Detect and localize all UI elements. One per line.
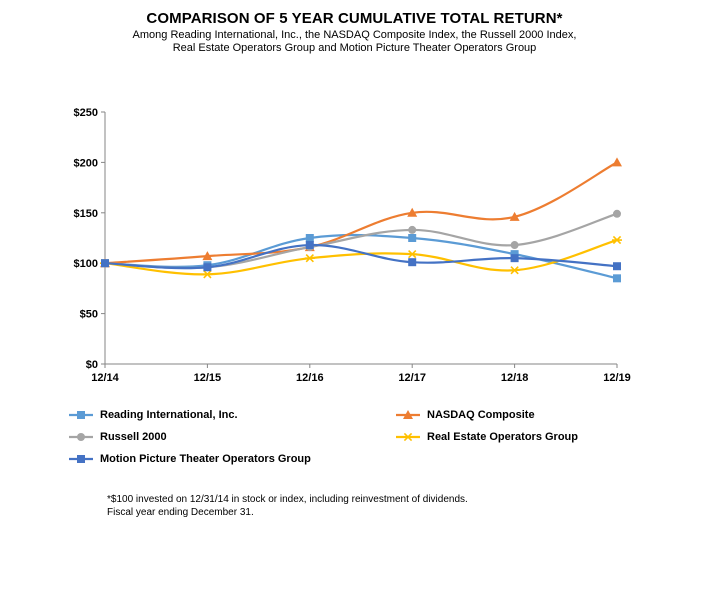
y-tick-label: $250 xyxy=(74,107,98,119)
series-2 xyxy=(101,209,621,272)
legend-swatch-motion-picture-icon xyxy=(69,455,93,463)
legend-label-nasdaq: NASDAQ Composite xyxy=(427,409,535,421)
x-tick-label: 12/19 xyxy=(603,372,631,384)
legend-item-reading: Reading International, Inc. xyxy=(68,409,238,421)
data-point-12-19 xyxy=(613,274,621,283)
x-tick-label: 12/15 xyxy=(194,372,222,384)
data-point-12-17 xyxy=(408,234,417,242)
legend-swatch-russell-icon xyxy=(69,433,93,441)
legend-item-real-estate: Real Estate Operators Group xyxy=(395,431,578,443)
legend-item-nasdaq: NASDAQ Composite xyxy=(395,409,535,421)
data-point-12-15 xyxy=(202,251,213,261)
chart-title: COMPARISON OF 5 YEAR CUMULATIVE TOTAL RE… xyxy=(146,10,563,27)
footnote-fiscal-year: Fiscal year ending December 31. xyxy=(107,507,254,518)
legend-item-motion-picture: Motion Picture Theater Operators Group xyxy=(68,453,311,465)
legend-item-russell: Russell 2000 xyxy=(68,431,167,443)
data-point-12-19 xyxy=(612,157,622,167)
chart-subtitle-line-1: Among Reading International, Inc., the N… xyxy=(132,29,577,41)
y-tick-label: $0 xyxy=(86,359,98,371)
data-point-12-16 xyxy=(305,234,314,242)
data-point-12-18 xyxy=(510,254,519,263)
footnote-investment: *$100 invested on 12/31/14 in stock or i… xyxy=(107,494,468,505)
data-point-12-17 xyxy=(408,258,417,267)
data-point-12-19 xyxy=(612,235,622,245)
series-4 xyxy=(101,241,621,272)
series-1 xyxy=(100,157,622,268)
legend-marker xyxy=(77,411,85,419)
chart-subtitle-line-2: Real Estate Operators Group and Motion P… xyxy=(172,42,537,54)
data-point-12-19 xyxy=(613,262,621,271)
data-point-12-19 xyxy=(613,209,621,218)
y-tick-label: $50 xyxy=(80,309,98,321)
data-point-12-15 xyxy=(203,263,212,272)
x-tick-label: 12/18 xyxy=(501,372,529,384)
x-tick-label: 12/14 xyxy=(91,372,119,384)
legend-marker xyxy=(403,410,413,419)
series-line xyxy=(104,161,618,265)
x-tick-label: 12/16 xyxy=(296,372,324,384)
x-tick-label: 12/17 xyxy=(398,372,426,384)
data-point-12-15 xyxy=(202,270,213,279)
data-point-12-14 xyxy=(101,259,109,268)
legend-marker xyxy=(403,432,413,442)
legend-label-real-estate: Real Estate Operators Group xyxy=(427,431,578,443)
legend-swatch-real-estate-icon xyxy=(396,432,420,442)
legend-label-motion-picture: Motion Picture Theater Operators Group xyxy=(100,453,311,465)
legend-swatch-nasdaq-icon xyxy=(396,410,420,419)
series-line xyxy=(104,243,618,270)
y-tick-label: $100 xyxy=(74,258,98,270)
data-point-12-16 xyxy=(305,241,314,250)
data-point-12-16 xyxy=(304,253,315,263)
legend-label-russell: Russell 2000 xyxy=(100,431,167,443)
series-line xyxy=(104,238,618,276)
y-tick-label: $150 xyxy=(74,208,98,220)
data-point-12-17 xyxy=(407,207,418,217)
legend-swatch-reading-icon xyxy=(69,411,93,419)
data-point-12-18 xyxy=(509,211,520,221)
data-point-12-18 xyxy=(510,250,519,259)
series-3 xyxy=(100,235,622,279)
legend-marker xyxy=(77,455,85,463)
y-tick-label: $200 xyxy=(74,157,98,169)
data-point-12-17 xyxy=(407,249,418,259)
legend-label-reading: Reading International, Inc. xyxy=(100,409,238,421)
data-point-12-18 xyxy=(509,266,520,275)
data-point-12-17 xyxy=(408,225,417,234)
legend-marker xyxy=(77,433,85,441)
data-point-12-18 xyxy=(510,241,519,250)
